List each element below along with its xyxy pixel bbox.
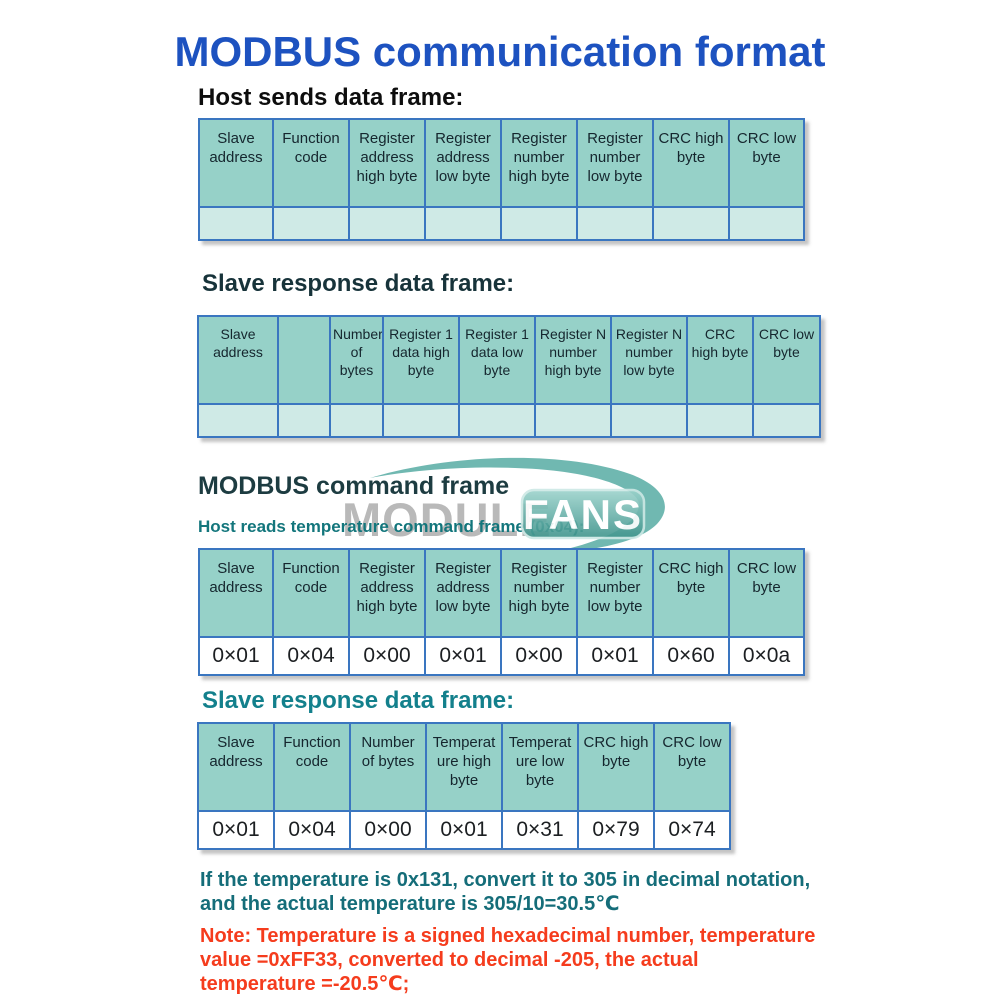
empty-data-row — [198, 206, 805, 241]
header-cell — [277, 315, 331, 405]
command-frame-table: Slave address Function code Register add… — [198, 548, 805, 676]
watermark-module-text: MODULE — [342, 493, 552, 546]
value-cell: 0×01 — [198, 636, 274, 676]
value-cell: 0×79 — [577, 810, 655, 850]
empty-cell — [752, 403, 821, 438]
header-cell: Function code — [273, 722, 351, 812]
header-cell: Register 1 data low byte — [458, 315, 536, 405]
value-row: 0×01 0×04 0×00 0×01 0×00 0×01 0×60 0×0a — [198, 636, 805, 676]
empty-cell — [610, 403, 688, 438]
warning-note-line: Note: Temperature is a signed hexadecima… — [200, 925, 816, 947]
empty-data-row — [197, 403, 821, 438]
header-row: Slave address Function code Register add… — [198, 118, 805, 208]
header-cell: Slave address — [198, 548, 274, 638]
header-row: Slave address Function code Register add… — [198, 548, 805, 638]
slave-response-heading-1: Slave response data frame: — [202, 270, 515, 297]
value-cell: 0×31 — [501, 810, 579, 850]
header-cell: Temperature high byte — [425, 722, 503, 812]
header-cell: CRC high byte — [577, 722, 655, 812]
slave-response-heading-2: Slave response data frame: — [202, 687, 515, 714]
header-row: Slave address Number of bytes Register 1… — [197, 315, 821, 405]
conversion-note: If the temperature is 0x131, convert it … — [200, 868, 860, 916]
value-cell: 0×01 — [424, 636, 502, 676]
header-cell: CRC high byte — [686, 315, 754, 405]
empty-cell — [686, 403, 754, 438]
empty-cell — [576, 206, 654, 241]
empty-cell — [652, 206, 730, 241]
header-cell: CRC low byte — [728, 548, 805, 638]
command-frame-subheading: Host reads temperature command frame (0x… — [198, 517, 585, 536]
slave-response-table: Slave address Number of bytes Register 1… — [197, 315, 821, 438]
command-frame-heading: MODBUS command frame — [198, 472, 510, 500]
modulefans-logo: FANS — [520, 488, 646, 540]
empty-cell — [382, 403, 460, 438]
header-cell: Slave address — [198, 118, 274, 208]
header-cell: Register 1 data high byte — [382, 315, 460, 405]
empty-cell — [500, 206, 578, 241]
header-cell: Slave address — [197, 722, 275, 812]
warning-note-line: value =0xFF33, converted to decimal -205… — [200, 949, 699, 971]
empty-cell — [329, 403, 384, 438]
warning-note: Note: Temperature is a signed hexadecima… — [200, 924, 880, 996]
header-cell: Register address low byte — [424, 548, 502, 638]
value-cell: 0×0a — [728, 636, 805, 676]
empty-cell — [534, 403, 612, 438]
header-cell: Register address high byte — [348, 548, 426, 638]
fans-badge — [520, 488, 646, 540]
value-row: 0×01 0×04 0×00 0×01 0×31 0×79 0×74 — [197, 810, 731, 850]
header-cell: CRC high byte — [652, 548, 730, 638]
header-cell: Register number high byte — [500, 118, 578, 208]
header-cell: Register address low byte — [424, 118, 502, 208]
header-cell: Slave address — [197, 315, 279, 405]
empty-cell — [424, 206, 502, 241]
header-cell: Register number low byte — [576, 548, 654, 638]
empty-cell — [458, 403, 536, 438]
header-cell: CRC low byte — [752, 315, 821, 405]
value-cell: 0×00 — [500, 636, 578, 676]
modulefans-watermark-swoosh: MODULE — [342, 457, 665, 552]
header-cell: Register N number low byte — [610, 315, 688, 405]
value-cell: 0×00 — [348, 636, 426, 676]
value-cell: 0×04 — [272, 636, 350, 676]
value-cell: 0×00 — [349, 810, 427, 850]
header-row: Slave address Function code Number of by… — [197, 722, 731, 812]
empty-cell — [277, 403, 331, 438]
conversion-note-line: and the actual temperature is 305/10=30.… — [200, 893, 620, 915]
header-cell: Register number low byte — [576, 118, 654, 208]
header-cell: CRC high byte — [652, 118, 730, 208]
empty-cell — [272, 206, 350, 241]
temperature-response-table: Slave address Function code Number of by… — [197, 722, 731, 850]
empty-cell — [197, 403, 279, 438]
host-send-table: Slave address Function code Register add… — [198, 118, 805, 241]
conversion-note-line: If the temperature is 0x131, convert it … — [200, 869, 811, 891]
value-cell: 0×04 — [273, 810, 351, 850]
page-title: MODBUS communication format — [174, 28, 826, 75]
empty-cell — [728, 206, 805, 241]
header-cell: Temperature low byte — [501, 722, 579, 812]
value-cell: 0×01 — [576, 636, 654, 676]
value-cell: 0×01 — [197, 810, 275, 850]
watermark-fans-text: FANS — [523, 491, 643, 538]
header-cell: Function code — [272, 118, 350, 208]
empty-cell — [198, 206, 274, 241]
value-cell: 0×74 — [653, 810, 731, 850]
header-cell: Number of bytes — [349, 722, 427, 812]
value-cell: 0×60 — [652, 636, 730, 676]
header-cell: Register address high byte — [348, 118, 426, 208]
header-cell: Number of bytes — [329, 315, 384, 405]
value-cell: 0×01 — [425, 810, 503, 850]
warning-note-line: temperature =-20.5℃; — [200, 973, 410, 995]
header-cell: Register N number high byte — [534, 315, 612, 405]
empty-cell — [348, 206, 426, 241]
header-cell: Register number high byte — [500, 548, 578, 638]
header-cell: Function code — [272, 548, 350, 638]
host-send-heading: Host sends data frame: — [198, 84, 464, 111]
header-cell: CRC low byte — [653, 722, 731, 812]
header-cell: CRC low byte — [728, 118, 805, 208]
